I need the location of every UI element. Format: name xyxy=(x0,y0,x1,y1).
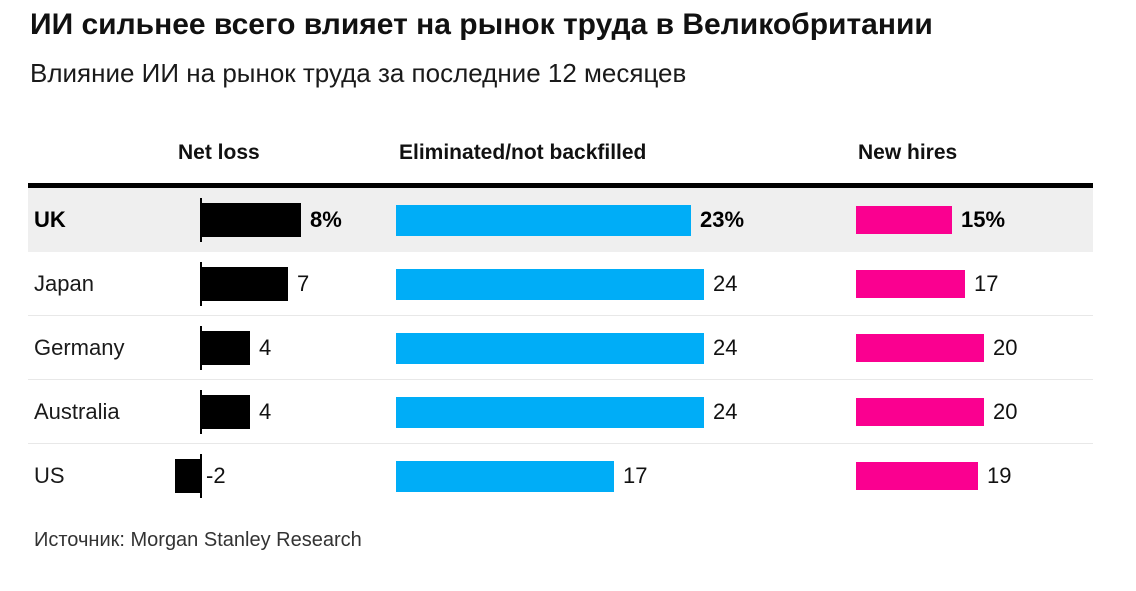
new-hires-bar xyxy=(856,270,965,298)
new-hires-bar xyxy=(856,334,984,362)
eliminated-bar xyxy=(396,333,704,364)
eliminated-value: 24 xyxy=(713,398,738,424)
new-hires-bar xyxy=(856,398,984,426)
net-loss-value: 7 xyxy=(297,270,310,296)
net-loss-value: 8% xyxy=(310,207,342,232)
table-row: UK 8% 23% 15% xyxy=(28,188,1093,252)
eliminated-bar xyxy=(396,461,614,492)
new-hires-bar xyxy=(856,462,978,490)
country-label: Germany xyxy=(34,334,125,360)
table-row: US -2 17 19 xyxy=(28,444,1093,508)
table-row: Japan 7 24 17 xyxy=(28,252,1093,316)
net-loss-value: 4 xyxy=(259,398,272,424)
column-header-net-loss: Net loss xyxy=(178,141,260,164)
eliminated-value: 24 xyxy=(713,334,738,360)
column-header-new-hires: New hires xyxy=(858,141,958,164)
table-row: Australia 4 24 20 xyxy=(28,380,1093,444)
new-hires-value: 15% xyxy=(961,207,1006,232)
new-hires-bar xyxy=(856,206,952,234)
column-header-eliminated: Eliminated/not backfilled xyxy=(399,141,647,164)
new-hires-value: 17 xyxy=(974,270,999,296)
net-loss-value: 4 xyxy=(259,334,272,360)
table-row: Germany 4 24 20 xyxy=(28,316,1093,380)
country-label: Japan xyxy=(34,270,94,296)
net-loss-bar xyxy=(200,203,301,237)
eliminated-value: 24 xyxy=(713,270,738,296)
eliminated-bar xyxy=(396,269,704,300)
country-label: Australia xyxy=(34,398,120,424)
chart-rows: UK 8% 23% 15% Japan 7 24 17 Germany 4 24 20 Australi… xyxy=(28,188,1093,508)
eliminated-value: 17 xyxy=(623,463,648,488)
net-loss-value: -2 xyxy=(206,463,226,488)
net-loss-bar xyxy=(200,395,250,429)
eliminated-value: 23% xyxy=(700,207,745,232)
new-hires-value: 19 xyxy=(987,463,1012,488)
new-hires-value: 20 xyxy=(993,334,1018,360)
net-loss-bar xyxy=(200,267,288,301)
header-rule xyxy=(28,183,1093,188)
new-hires-value: 20 xyxy=(993,398,1018,424)
eliminated-bar xyxy=(396,397,704,428)
country-label: US xyxy=(34,463,65,488)
chart-title: ИИ сильнее всего влияет на рынок труда в… xyxy=(30,8,933,41)
eliminated-bar xyxy=(396,205,691,236)
source-note: Источник: Morgan Stanley Research xyxy=(34,529,362,551)
net-loss-bar xyxy=(175,459,200,493)
net-loss-bar xyxy=(200,331,250,365)
net-loss-baseline-tick xyxy=(200,454,202,498)
chart-subtitle: Влияние ИИ на рынок труда за последние 1… xyxy=(30,58,687,88)
country-label: UK xyxy=(34,207,66,232)
